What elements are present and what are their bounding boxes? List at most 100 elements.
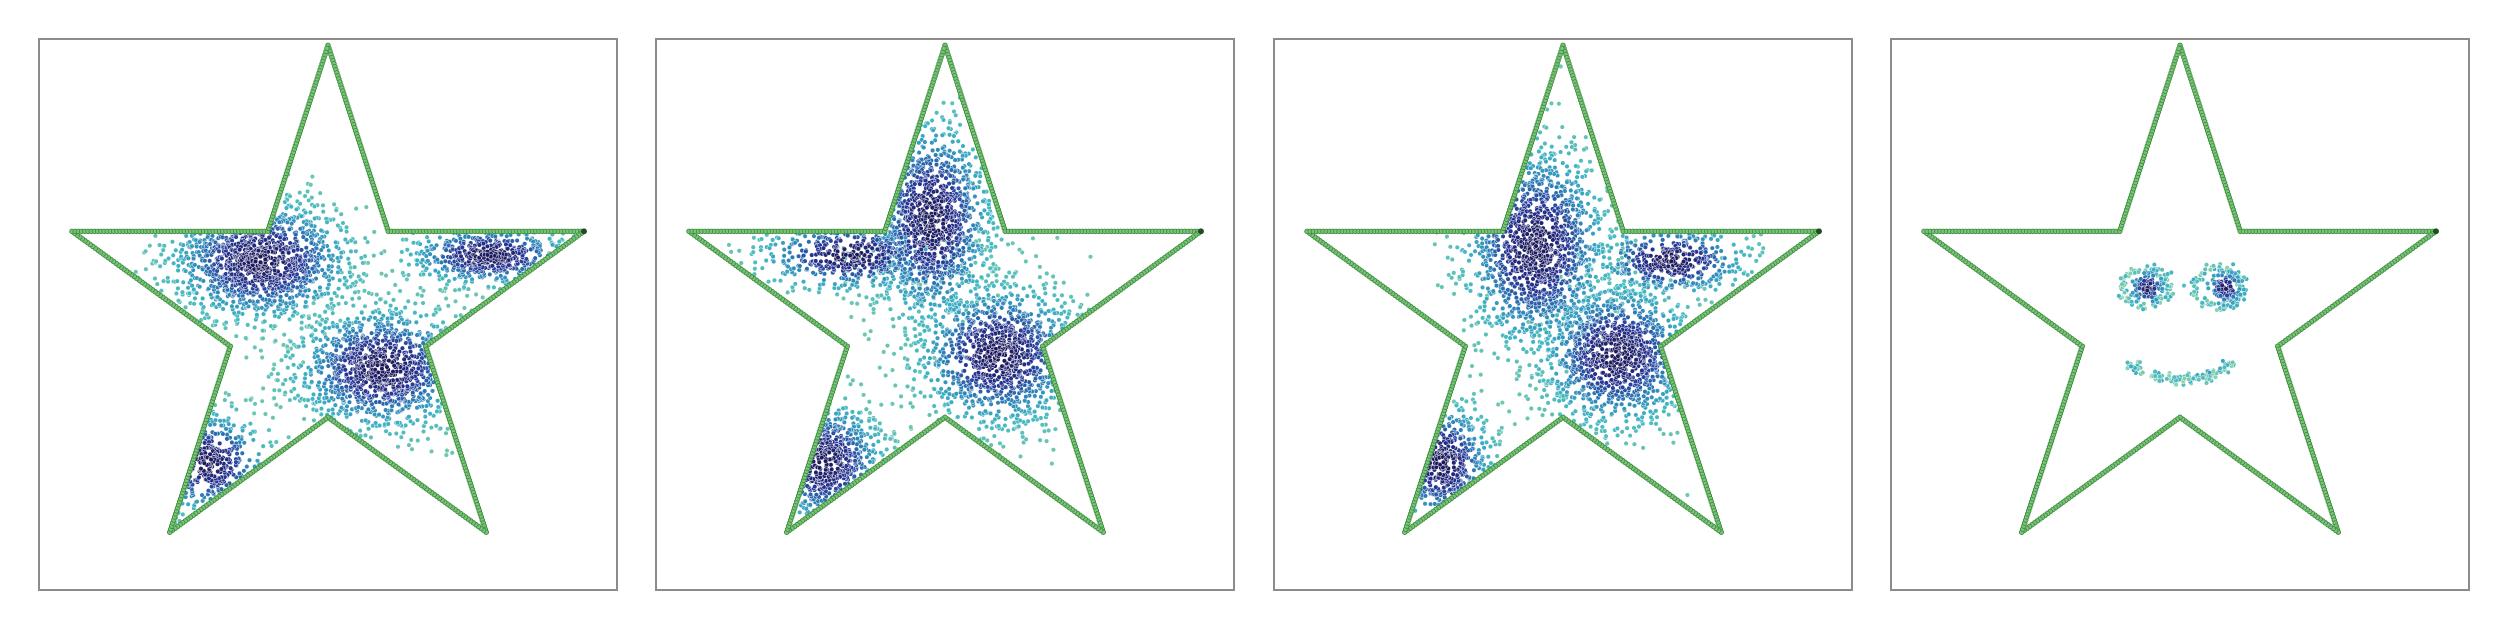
sample-point xyxy=(781,247,787,253)
sample-point xyxy=(289,221,295,227)
sample-point xyxy=(505,246,511,252)
sample-point xyxy=(1010,274,1016,280)
sample-point xyxy=(993,272,999,278)
sample-point xyxy=(175,267,181,274)
sample-point xyxy=(412,310,418,316)
sample-point xyxy=(1054,297,1061,303)
sample-point xyxy=(345,256,351,262)
sample-point xyxy=(728,249,734,255)
sample-point xyxy=(333,347,339,353)
sample-point xyxy=(910,285,916,291)
sample-point xyxy=(262,256,268,262)
sample-point xyxy=(928,393,934,399)
sample-point xyxy=(494,275,500,281)
sample-point xyxy=(302,371,309,377)
sample-point xyxy=(349,296,355,302)
sample-point xyxy=(946,407,952,413)
sample-point xyxy=(777,278,784,284)
sample-point xyxy=(1048,325,1054,331)
sample-point xyxy=(339,385,345,391)
scatter-panel-2 xyxy=(655,38,1235,591)
sample-point xyxy=(322,271,328,277)
sample-point xyxy=(207,258,213,264)
sample-point xyxy=(363,204,369,210)
sample-point xyxy=(861,317,867,323)
sample-point xyxy=(414,417,420,423)
sample-point xyxy=(437,287,443,293)
sample-point xyxy=(1037,274,1043,280)
sample-point xyxy=(797,509,803,515)
sample-point xyxy=(376,412,382,418)
sample-point xyxy=(939,132,945,138)
sample-point xyxy=(160,278,167,284)
sample-point xyxy=(1032,414,1038,420)
sample-point xyxy=(340,220,346,226)
sample-point xyxy=(388,303,394,309)
sample-point xyxy=(427,411,433,417)
sample-point xyxy=(866,336,872,342)
sample-point xyxy=(174,278,180,284)
sample-point xyxy=(396,319,402,325)
sample-point xyxy=(1005,428,1011,434)
sample-point xyxy=(914,348,920,354)
sample-point xyxy=(502,275,508,281)
sample-point xyxy=(444,448,450,454)
sample-point xyxy=(424,266,430,272)
sample-point xyxy=(254,312,260,318)
sample-point xyxy=(736,248,742,254)
sample-point xyxy=(334,244,340,250)
sample-point xyxy=(854,301,860,307)
sample-point xyxy=(252,401,258,407)
sample-point xyxy=(212,421,218,427)
sample-point xyxy=(446,278,452,284)
sample-point xyxy=(333,207,339,213)
sample-point xyxy=(391,363,397,369)
sample-point xyxy=(143,266,149,272)
sample-point xyxy=(324,303,330,309)
panel-1-plot xyxy=(69,42,587,535)
sample-point xyxy=(926,360,932,366)
sample-point xyxy=(414,405,420,411)
sample-point xyxy=(192,262,198,268)
sample-point xyxy=(312,312,318,318)
sample-point xyxy=(963,398,969,404)
sample-point xyxy=(363,417,369,423)
sample-point xyxy=(375,341,381,347)
sample-point xyxy=(338,250,344,256)
sample-point xyxy=(919,314,925,320)
sample-point xyxy=(801,279,807,285)
sample-point xyxy=(870,296,876,302)
sample-point xyxy=(987,248,993,254)
sample-point xyxy=(273,439,279,445)
sample-point xyxy=(223,426,229,432)
sample-point xyxy=(409,446,415,452)
sample-point xyxy=(421,428,427,435)
sample-point xyxy=(231,422,237,428)
sample-point xyxy=(938,386,944,392)
sample-point xyxy=(1001,285,1007,291)
sample-point xyxy=(204,252,210,259)
sample-point xyxy=(380,338,386,344)
sample-point xyxy=(226,421,232,427)
sample-point xyxy=(898,393,904,399)
sample-point xyxy=(180,511,186,517)
sample-point xyxy=(318,411,324,417)
sample-point xyxy=(377,423,383,429)
sample-point xyxy=(294,271,300,277)
sample-point xyxy=(1003,416,1009,422)
sample-point xyxy=(313,335,319,342)
sample-point xyxy=(408,418,414,424)
sample-point xyxy=(218,422,224,429)
sample-point xyxy=(262,237,269,243)
sample-point xyxy=(763,257,769,264)
sample-point xyxy=(229,403,235,409)
sample-point xyxy=(1002,422,1008,429)
sample-point xyxy=(738,260,744,266)
sample-point xyxy=(194,499,200,505)
sample-point xyxy=(1003,274,1009,280)
sample-point xyxy=(342,275,348,281)
sample-point xyxy=(439,275,445,281)
sample-point xyxy=(461,305,467,311)
sample-point xyxy=(302,304,308,310)
sample-point xyxy=(239,450,245,456)
